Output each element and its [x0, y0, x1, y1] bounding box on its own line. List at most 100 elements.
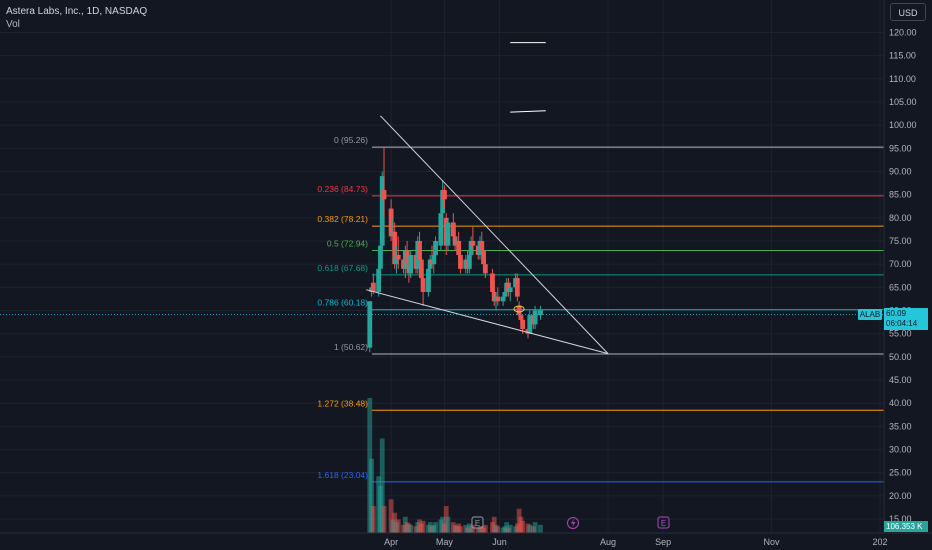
candle-body [516, 305, 522, 316]
y-tick-label: 15.00 [889, 514, 912, 524]
trendline[interactable] [380, 115, 609, 354]
price-axis[interactable]: 120.00 115.00 110.00 105.00 100.00 95.00 90.00… [883, 0, 917, 533]
x-tick-label: Aug [600, 537, 616, 547]
drawing-lines[interactable] [366, 42, 609, 355]
volume-label[interactable]: Vol [6, 19, 20, 30]
candle-body [470, 241, 476, 246]
candle-body [426, 268, 431, 292]
candle-body [442, 190, 447, 200]
candle-body [433, 241, 438, 255]
candle-body [367, 301, 373, 348]
y-tick-label: 95.00 [889, 143, 912, 153]
candle-body [378, 245, 383, 269]
candle-body [388, 208, 394, 237]
y-tick-label: 100.00 [889, 120, 917, 130]
fib-retracement[interactable]: 0 (95.26) 0.236 (84.73) 0.382 (78.21) 0.5 (… [317, 135, 884, 483]
fib-level-label: 0.382 (78.21) [317, 214, 368, 224]
x-tick-label: Sep [655, 537, 671, 547]
y-tick-label: 75.00 [889, 236, 912, 246]
volume-bar [395, 519, 401, 533]
candle-body [379, 176, 385, 246]
candle-body [495, 296, 501, 302]
y-tick-label: 110.00 [889, 74, 916, 84]
volume-bar [538, 524, 543, 533]
candle-body [518, 315, 524, 320]
volume-bar [458, 526, 463, 533]
volume-bar [520, 520, 526, 533]
volume-bar [527, 524, 533, 533]
y-tick-label: 45.00 [889, 375, 912, 385]
candle-body [417, 241, 422, 260]
candle-body [376, 268, 382, 292]
symbol-price-tag: ALAB [858, 309, 882, 320]
candle-body [404, 250, 410, 265]
candle-body [520, 319, 526, 330]
last-price-value: 60.09 [886, 309, 907, 318]
candle-body [468, 241, 474, 255]
highlight-ellipse[interactable] [513, 305, 525, 313]
earnings-icon[interactable] [471, 516, 484, 529]
last-price-box: 60.09 06:04:14 [884, 308, 928, 330]
volume-bar [408, 524, 414, 533]
candle-body [381, 190, 387, 200]
volume-bars [367, 398, 543, 533]
candle-body [479, 241, 485, 251]
horizontal-segment[interactable] [510, 110, 546, 113]
volume-readout: 106.353 K [884, 521, 928, 532]
y-tick-label: 65.00 [889, 282, 912, 292]
y-tick-label: 25.00 [889, 468, 912, 478]
candle-body [458, 254, 463, 269]
y-tick-label: 85.00 [889, 190, 912, 200]
candle-body [370, 282, 376, 292]
candle-body [431, 254, 437, 265]
earnings-icon-letter: E [475, 519, 480, 528]
trendline[interactable] [366, 289, 609, 355]
y-tick-label: 70.00 [889, 259, 912, 269]
candle-body [502, 291, 508, 297]
fib-level-label: 1.272 (38.48) [317, 398, 368, 408]
y-tick-label: 55.00 [889, 329, 912, 339]
x-tick-label: May [436, 537, 454, 547]
y-tick-label: 80.00 [889, 213, 912, 223]
volume-bar [379, 438, 385, 533]
candle-body [482, 264, 488, 274]
candle-body [514, 278, 520, 297]
y-tick-label: 40.00 [889, 398, 912, 408]
candle-body [500, 296, 506, 302]
y-tick-label: 90.00 [889, 166, 912, 176]
candlesticks [367, 146, 543, 353]
volume-bar [381, 506, 387, 533]
symbol-title[interactable]: Astera Labs, Inc., 1D, NASDAQ [6, 6, 148, 17]
event-markers[interactable]: E E [471, 516, 670, 529]
candle-body [506, 282, 511, 292]
x-tick-label: 202 [872, 537, 887, 547]
fib-level-label: 0.786 (60.18) [317, 298, 368, 308]
bar-countdown: 06:04:14 [886, 319, 918, 328]
candle-body [532, 310, 538, 325]
time-axis[interactable]: Apr May Jun Aug Sep Nov 202 [0, 532, 932, 547]
fib-level-label: 0.618 (67.68) [317, 263, 368, 273]
dividend-bolt-icon[interactable] [567, 517, 579, 529]
candle-body [456, 241, 462, 255]
volume-bar [445, 516, 451, 533]
y-tick-label: 30.00 [889, 445, 912, 455]
volume-bar [482, 524, 488, 533]
y-tick-label: 50.00 [889, 352, 912, 362]
fib-level-label: 1.618 (23.04) [317, 470, 368, 480]
volume-bar [495, 526, 501, 533]
chart-legend: Astera Labs, Inc., 1D, NASDAQ Vol [6, 5, 147, 31]
currency-selector[interactable]: USD [890, 3, 926, 21]
candle-body [445, 222, 451, 246]
fib-level-label: 1 (50.62) [334, 342, 368, 352]
candle-body [408, 254, 414, 274]
volume-bar [388, 499, 394, 533]
fib-level-label: 0.5 (72.94) [327, 239, 368, 249]
future-earnings-icon[interactable] [657, 516, 670, 529]
y-tick-label: 35.00 [889, 421, 912, 431]
x-tick-label: Jun [492, 537, 507, 547]
candle-body [466, 254, 472, 269]
volume-bar [433, 522, 438, 533]
candle-body [420, 278, 426, 292]
volume-bar [420, 520, 426, 533]
